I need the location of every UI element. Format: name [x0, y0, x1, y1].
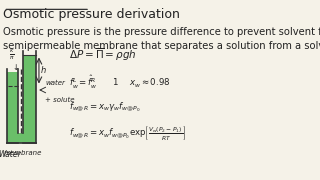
Text: semipermeable membrane that separates a solution from a solvent: semipermeable membrane that separates a …	[4, 41, 320, 51]
Text: membrane: membrane	[4, 150, 42, 156]
Text: $f_{w@R} = x_w f_{w@P_0} \exp\!\left[\frac{V_w(P_2-P_1)}{RT}\right]$: $f_{w@R} = x_w f_{w@P_0} \exp\!\left[\fr…	[69, 123, 186, 141]
Text: h: h	[40, 66, 46, 75]
Bar	[23, 55, 36, 143]
Text: $\frac{k}{\pi}$: $\frac{k}{\pi}$	[9, 47, 15, 62]
Text: $\downarrow$: $\downarrow$	[11, 62, 19, 72]
Bar	[7, 132, 36, 143]
Bar	[7, 72, 18, 143]
Text: water: water	[45, 80, 65, 86]
Text: $f_{w@R} = x_w \gamma_w f_{w@P_0}$: $f_{w@R} = x_w \gamma_w f_{w@P_0}$	[69, 101, 141, 114]
Text: $f_w^L = \hat{f}_w^R$      1    $x_w \approx 0.98$: $f_w^L = \hat{f}_w^R$ 1 $x_w \approx 0.9…	[69, 74, 171, 91]
Text: Osmotic pressure is the pressure difference to prevent solvent flow across a: Osmotic pressure is the pressure differe…	[4, 27, 320, 37]
Text: + solute: + solute	[45, 97, 75, 103]
Text: $\Delta P = \overline{\Pi} = \rho g h$: $\Delta P = \overline{\Pi} = \rho g h$	[69, 46, 137, 63]
Text: Water: Water	[0, 150, 21, 159]
Text: Osmotic pressure derivation: Osmotic pressure derivation	[4, 8, 180, 21]
